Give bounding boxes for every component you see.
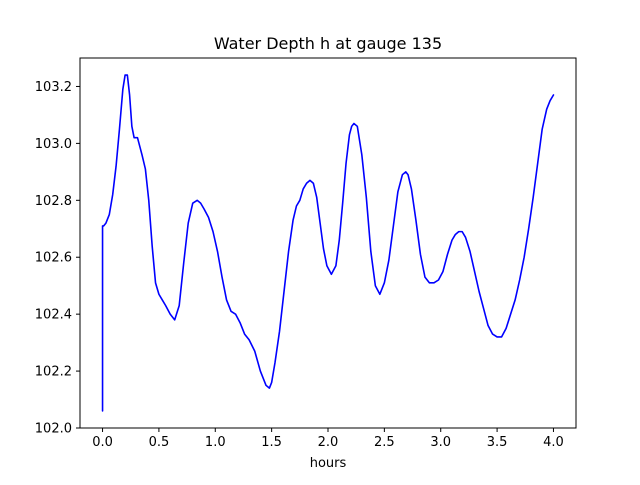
x-tick-label: 3.5 [487, 435, 508, 450]
y-tick-label: 102.8 [35, 194, 72, 209]
y-tick-label: 102.2 [35, 365, 72, 380]
plot-frame [79, 57, 577, 429]
x-tick-label: 4.0 [543, 435, 564, 450]
x-tick-label: 2.5 [374, 435, 395, 450]
x-tick-label: 3.0 [430, 435, 451, 450]
y-axis-ticks: 102.0 102.2 102.4 102.6 102.8 103.0 103.2 [35, 80, 80, 437]
y-tick-label: 102.0 [35, 422, 72, 437]
plot-area [80, 58, 576, 428]
x-tick-label: 0.0 [92, 435, 113, 450]
series-layer [101, 74, 555, 412]
x-tick-label: 2.0 [318, 435, 339, 450]
y-tick-label: 103.0 [35, 137, 72, 152]
x-axis-label: hours [310, 456, 347, 471]
x-tick-label: 1.0 [205, 435, 226, 450]
y-tick-label: 103.2 [35, 80, 72, 95]
x-axis-ticks: 0.0 0.5 1.0 1.5 2.0 2.5 3.0 3.5 4.0 [92, 428, 564, 450]
x-tick-label: 1.5 [261, 435, 282, 450]
series-line [101, 74, 555, 412]
chart-title: Water Depth h at gauge 135 [214, 34, 442, 53]
y-tick-label: 102.6 [35, 251, 72, 266]
y-tick-label: 102.4 [35, 308, 72, 323]
x-tick-label: 0.5 [149, 435, 170, 450]
